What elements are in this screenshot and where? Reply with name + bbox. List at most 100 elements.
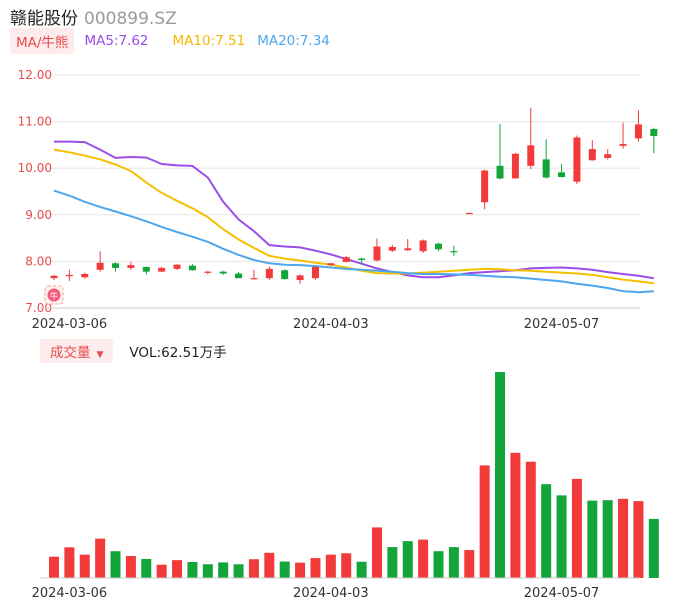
candle-body (188, 265, 196, 271)
price-tick-label: 12.00 (18, 68, 52, 82)
volume-bar (648, 518, 659, 578)
volume-bar (525, 461, 536, 578)
candle-body (327, 263, 335, 266)
volume-bar (187, 561, 198, 578)
volume-bar (495, 372, 506, 578)
ma5-line (54, 140, 654, 280)
bull-marker-label: 牛 (50, 291, 58, 301)
candle-body (158, 267, 166, 272)
candle-body (527, 145, 535, 166)
volume-bar (95, 538, 106, 578)
candle-body (373, 246, 381, 261)
volume-bar (141, 559, 152, 578)
candle-body (127, 265, 135, 268)
candle-body (50, 275, 58, 279)
volume-bar (156, 564, 167, 578)
candle-body (558, 172, 566, 178)
volume-date-label: 2024-05-07 (524, 586, 600, 601)
volume-indicator-label: 成交量 (50, 345, 91, 361)
candle-body (404, 248, 412, 251)
candle-body (435, 243, 442, 250)
volume-bar (556, 495, 567, 578)
candle-body (358, 258, 366, 261)
candle-body (250, 278, 258, 280)
volume-bar (541, 484, 552, 578)
volume-bar (79, 554, 90, 578)
ma-legend: MA/牛熊 MA5:7.62 MA10:7.51 MA20:7.34 (10, 28, 330, 54)
volume-bar (49, 556, 59, 578)
volume-bar (510, 452, 521, 578)
volume-bar (633, 501, 644, 578)
volume-bar (387, 547, 398, 578)
candle-body (388, 246, 396, 251)
candle-body (511, 153, 519, 179)
candle-body (619, 143, 627, 146)
candle-body (481, 170, 489, 203)
ma20-line (53, 189, 654, 294)
stock-name: 赣能股份 (10, 9, 78, 29)
ma-indicator-selector[interactable]: MA/牛熊 (10, 28, 75, 54)
candle-body (311, 266, 319, 279)
volume-legend: 成交量 ▼ VOL:62.51万手 (40, 339, 227, 363)
volume-bar (264, 552, 275, 578)
volume-bar (464, 550, 475, 578)
volume-bar (602, 500, 613, 578)
candle-body (296, 275, 304, 281)
volume-bar (433, 551, 444, 578)
stock-code: 000899.SZ (84, 9, 177, 29)
candle-body (419, 240, 427, 252)
volume-bar (64, 547, 75, 578)
ma10-line (53, 148, 654, 285)
candle-body (342, 257, 350, 262)
volume-indicator-selector[interactable]: 成交量 ▼ (40, 339, 114, 363)
price-tick-label: 9.00 (25, 208, 52, 222)
candle-body (112, 263, 120, 268)
candle-body (281, 270, 289, 280)
candle-body (142, 266, 150, 272)
candle-body (65, 274, 73, 277)
candle-body (173, 264, 181, 269)
candle-body (542, 159, 550, 178)
ma10-value: MA10:7.51 (172, 33, 246, 49)
price-date-label: 2024-03-06 (32, 317, 108, 332)
price-date-label: 2024-05-07 (524, 317, 600, 332)
volume-bar (295, 562, 306, 578)
candle-body (588, 149, 596, 161)
volume-bar (310, 558, 321, 578)
volume-date-label: 2024-03-06 (32, 586, 108, 601)
price-tick-label: 8.00 (25, 254, 52, 268)
candle-body (81, 273, 89, 278)
volume-bar (202, 564, 213, 578)
stock-header: 赣能股份 000899.SZ (10, 4, 177, 29)
volume-bar (341, 553, 352, 578)
ma20-value: MA20:7.34 (257, 33, 330, 49)
candle-body (235, 273, 243, 279)
volume-bar (172, 560, 183, 578)
ma5-value: MA5:7.62 (84, 33, 149, 49)
candle-body (650, 129, 658, 137)
candle-body (204, 271, 212, 273)
price-tick-label: 11.00 (18, 115, 52, 129)
volume-bar (279, 561, 290, 578)
candle-body (496, 165, 504, 179)
price-date-label: 2024-04-03 (293, 317, 369, 332)
volume-bar (479, 465, 490, 578)
volume-bar (418, 539, 429, 578)
volume-bar (325, 554, 336, 578)
volume-bar (248, 559, 259, 578)
candle-body (465, 212, 473, 215)
volume-bar (618, 498, 629, 578)
volume-date-label: 2024-04-03 (293, 586, 369, 601)
candle-body (96, 262, 104, 270)
volume-bar (587, 500, 598, 578)
dropdown-caret-icon: ▼ (96, 350, 104, 360)
candle-body (265, 268, 273, 279)
volume-bar (233, 564, 244, 578)
candle-body (573, 137, 581, 182)
price-tick-label: 10.00 (18, 161, 52, 175)
volume-bar (571, 478, 582, 578)
candle-body (634, 124, 642, 139)
price-tick-label: 7.00 (25, 301, 52, 315)
volume-bar (448, 547, 459, 578)
